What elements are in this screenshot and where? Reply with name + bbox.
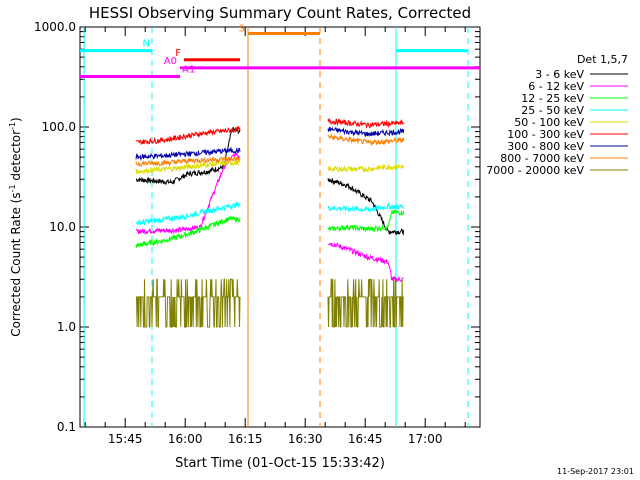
- y-tick-label: 1.0: [57, 320, 76, 334]
- series-line: [327, 209, 405, 233]
- series-line: [327, 242, 404, 282]
- x-tick-label: 16:00: [168, 432, 203, 446]
- series-line: [327, 278, 404, 328]
- y-tick-label: 100.0: [42, 120, 76, 134]
- series-line: [135, 126, 241, 185]
- series-line: [327, 178, 405, 236]
- legend-label: 3 - 6 keV: [535, 68, 584, 81]
- series-line: [327, 163, 405, 173]
- legend-label: 50 - 100 keV: [514, 116, 584, 129]
- y-tick-label: 10.0: [49, 220, 76, 234]
- series-line: [327, 126, 405, 138]
- series-line: [327, 202, 405, 213]
- series-line: [135, 155, 241, 168]
- x-axis-label: Start Time (01-Oct-15 15:33:42): [175, 456, 385, 471]
- y-tick-label: 1000.0: [34, 20, 76, 34]
- x-tick-label: 16:30: [288, 432, 323, 446]
- series-line: [135, 215, 241, 248]
- legend-label: 7000 - 20000 keV: [486, 164, 584, 177]
- series-line: [135, 159, 241, 176]
- x-tick-label: 15:45: [108, 432, 143, 446]
- legend-title: Det 1,5,7: [577, 53, 628, 66]
- flag-label: F: [175, 48, 181, 59]
- y-tick-label: 0.1: [57, 420, 76, 434]
- y-axis-ticks: 1000.0 100.0 10.0 1.0 0.1: [34, 20, 480, 434]
- chart-title: HESSI Observing Summary Count Rates, Cor…: [89, 4, 471, 22]
- flag-label: N: [143, 39, 150, 50]
- series-line: [135, 146, 241, 161]
- legend-label: 800 - 7000 keV: [500, 152, 584, 165]
- footer-timestamp: 11-Sep-2017 23:01: [557, 467, 634, 476]
- legend-label: 300 - 800 keV: [507, 140, 584, 153]
- series-lines: [135, 117, 405, 328]
- series-line: [135, 125, 241, 145]
- flag-label: A0: [164, 56, 177, 67]
- legend-label: 100 - 300 keV: [507, 128, 584, 141]
- series-line: [135, 202, 241, 226]
- series-line: [136, 278, 241, 328]
- y-axis-label: Corrected Count Rate (s-1 detector-1): [8, 117, 23, 336]
- x-tick-label: 16:15: [228, 432, 263, 446]
- series-line: [327, 132, 405, 147]
- x-tick-label: 16:45: [348, 432, 383, 446]
- series-line: [327, 117, 405, 129]
- legend-label: 6 - 12 keV: [528, 80, 584, 93]
- legend-label: 12 - 25 keV: [521, 92, 584, 105]
- plot-frame: [79, 26, 481, 428]
- flag-label: A1: [182, 64, 195, 75]
- x-axis-ticks: 15:45 16:00 16:15 16:30 16:45 17:00: [84, 27, 466, 446]
- status-flags: N F S A0 A1: [80, 24, 480, 427]
- series-line: [135, 150, 241, 236]
- flag-label: S: [239, 24, 245, 35]
- legend-label: 25 - 50 keV: [521, 104, 584, 117]
- x-tick-label: 17:00: [408, 432, 443, 446]
